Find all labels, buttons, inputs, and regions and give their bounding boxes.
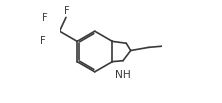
Text: NH: NH — [115, 70, 130, 80]
Text: F: F — [64, 6, 69, 16]
Text: F: F — [40, 36, 45, 46]
Text: F: F — [42, 13, 48, 23]
